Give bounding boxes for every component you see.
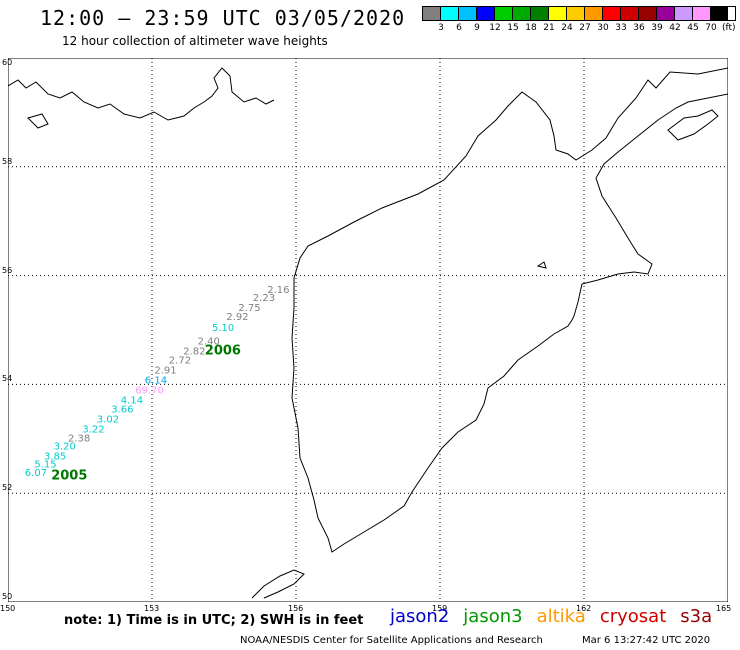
legend-color-bar [422, 6, 736, 21]
credit-text: NOAA/NESDIS Center for Satellite Applica… [240, 635, 543, 646]
longitude-tick: 150 [0, 604, 16, 613]
legend-label: 21 [543, 23, 555, 33]
satellite-name-cryosat: cryosat [599, 606, 667, 627]
legend-unit: (ft) [722, 23, 736, 33]
pass-time-label: 2005 [51, 469, 87, 484]
wave-height-label: 5.15 [34, 460, 56, 471]
legend-swatch [603, 7, 621, 20]
legend-swatch [621, 7, 639, 20]
longitude-tick: 156 [288, 604, 304, 613]
satellite-name-jason3: jason3 [463, 606, 523, 627]
wave-height-label: 3.85 [44, 451, 66, 462]
legend-swatch [657, 7, 675, 20]
legend-swatch [495, 7, 513, 20]
legend-swatch [441, 7, 459, 20]
satellite-legend: jason2 jason3 altika cryosat s3a [390, 606, 712, 627]
longitude-tick: 162 [576, 604, 592, 613]
longitude-tick: 165 [716, 604, 732, 613]
latitude-tick: 54 [2, 374, 13, 384]
legend-swatch [675, 7, 693, 20]
wave-height-label: 2.82 [183, 346, 205, 357]
legend-label: 18 [525, 23, 537, 33]
legend-swatch [693, 7, 711, 20]
latitude-tick: 58 [2, 156, 13, 166]
satellite-name-altika: altika [536, 606, 586, 627]
legend-label: 36 [633, 23, 645, 33]
wave-height-label: 2.75 [238, 303, 260, 314]
wave-height-label: 2.92 [226, 312, 248, 323]
lat-lon-grid [8, 58, 728, 602]
legend-swatch [423, 7, 441, 20]
wave-height-label: 3.02 [97, 414, 119, 425]
latitude-tick: 50 [2, 592, 13, 601]
wave-height-label: 2.16 [267, 285, 289, 296]
footer-note: note: 1) Time is in UTC; 2) SWH is in fe… [64, 613, 364, 628]
legend-swatch [711, 7, 728, 20]
wave-height-label: 3.66 [111, 405, 133, 416]
latitude-tick: 60 [2, 58, 13, 67]
legend-label: 33 [615, 23, 627, 33]
legend-swatch [459, 7, 477, 20]
legend-label: 39 [651, 23, 663, 33]
wave-height-label: 69.70 [135, 386, 164, 397]
wave-height-label: 3.22 [82, 424, 104, 435]
legend-swatch [513, 7, 531, 20]
wave-height-label: 2.72 [169, 356, 191, 367]
wave-height-label: 4.14 [121, 395, 143, 406]
legend-label: 24 [561, 23, 573, 33]
longitude-tick: 159 [432, 604, 448, 613]
wave-height-label: 2.91 [154, 366, 176, 377]
satellite-name-jason2: jason2 [390, 606, 450, 627]
wave-height-label: 6.14 [145, 375, 167, 386]
legend-label: 45 [687, 23, 699, 33]
wave-height-label: 2.40 [198, 337, 220, 348]
legend-swatch [549, 7, 567, 20]
generated-timestamp: Mar 6 13:27:42 UTC 2020 [582, 635, 711, 646]
legend-label: 6 [456, 23, 462, 33]
legend-labels: 3 6 9 12 15 18 21 24 27 30 33 36 39 42 45 70 (ft) [422, 23, 736, 33]
color-legend: 3 6 9 12 15 18 21 24 27 30 33 36 39 42 45 70 (ft) [422, 6, 736, 33]
legend-label: 27 [579, 23, 591, 33]
wave-height-points: 6.075.153.853.202.383.223.023.664.1469.7… [25, 285, 290, 484]
pass-time-label: 2006 [205, 343, 241, 358]
wave-height-label: 5.10 [212, 323, 234, 334]
legend-swatch [585, 7, 603, 20]
legend-label: 15 [507, 23, 519, 33]
legend-swatch [477, 7, 495, 20]
legend-label: 30 [597, 23, 609, 33]
map-subtitle: 12 hour collection of altimeter wave hei… [62, 34, 328, 48]
map-title: 12:00 – 23:59 UTC 03/05/2020 [40, 6, 406, 30]
wave-height-label: 2.38 [68, 434, 90, 445]
latitude-tick: 56 [2, 265, 13, 275]
latitude-tick: 52 [2, 483, 13, 493]
wave-height-label: 2.23 [253, 293, 275, 304]
legend-swatch [531, 7, 549, 20]
legend-swatch [567, 7, 585, 20]
wave-height-label: 3.20 [54, 442, 76, 453]
longitude-tick: 153 [144, 604, 160, 613]
map-canvas: 6.075.153.853.202.383.223.023.664.1469.7… [8, 58, 728, 602]
wave-height-label: 6.07 [25, 468, 47, 479]
legend-label: 9 [474, 23, 480, 33]
legend-label: 42 [669, 23, 681, 33]
map-panel: 6.07 5.15 3.85 3.20 2.38 3.22 3.02 3.66 4.14 69.7… [0, 58, 731, 613]
coastline [8, 67, 728, 599]
legend-label: 70 [705, 23, 717, 33]
legend-swatch [639, 7, 657, 20]
satellite-name-s3a: s3a [680, 606, 713, 627]
legend-label: 3 [438, 23, 444, 33]
legend-label: 12 [489, 23, 501, 33]
